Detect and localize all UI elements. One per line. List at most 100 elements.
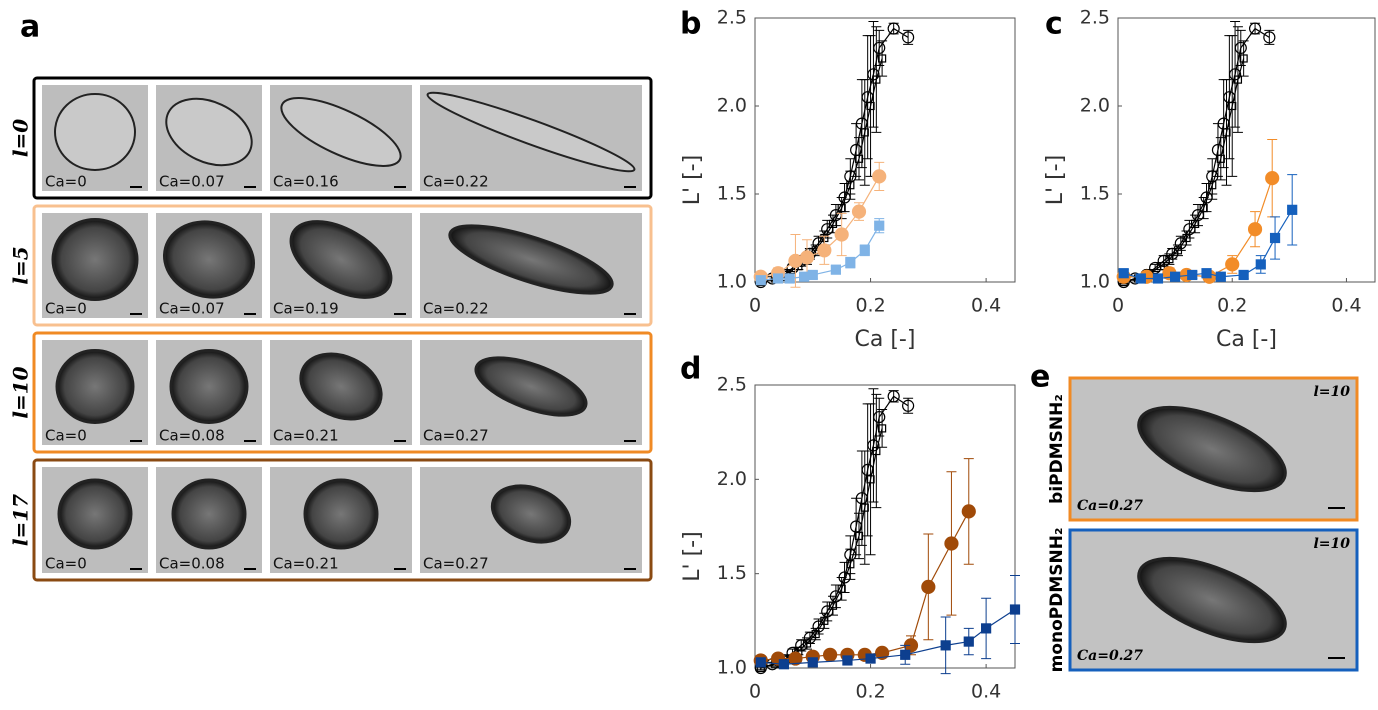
error-bar	[845, 548, 856, 580]
point	[799, 271, 810, 282]
point	[807, 657, 818, 668]
point	[873, 41, 886, 55]
caption: Ca=0	[45, 300, 87, 318]
y-tick-label: 2.0	[1080, 95, 1110, 117]
panel-letter: c	[1045, 7, 1063, 42]
point	[802, 639, 812, 648]
corner-label: l=10	[1313, 536, 1350, 552]
point	[1247, 222, 1263, 237]
point	[1248, 22, 1262, 35]
droplet	[1137, 405, 1287, 493]
point	[1208, 181, 1217, 190]
point	[837, 584, 846, 593]
droplet	[299, 352, 383, 421]
point	[1182, 233, 1191, 243]
point	[1187, 269, 1198, 281]
droplet	[57, 478, 133, 550]
side-label: monoPDMSNH₂	[1047, 528, 1067, 673]
plot-frame	[754, 17, 1016, 283]
plot-frame	[1117, 17, 1376, 283]
caption: Ca=0.27	[423, 555, 489, 573]
error-bar	[1198, 197, 1209, 220]
x-tick-label: 0.2	[1217, 295, 1247, 317]
x-tick-label: 0	[749, 681, 761, 703]
error-bar	[1227, 35, 1238, 177]
y-tick-label: 1.5	[717, 183, 747, 205]
error-bar	[871, 26, 882, 133]
point	[1215, 271, 1226, 282]
point	[854, 531, 864, 541]
error-bar	[845, 170, 856, 200]
point	[1199, 203, 1208, 213]
point	[1135, 273, 1146, 284]
error-bar	[1235, 29, 1246, 67]
y-tick-label: 1.5	[1080, 183, 1110, 205]
point	[887, 22, 900, 35]
point	[788, 651, 803, 666]
panel-letter: e	[1030, 360, 1050, 395]
y-tick-label: 2.0	[717, 468, 747, 490]
point	[1269, 232, 1281, 244]
point	[867, 68, 880, 81]
y-tick-label: 2.0	[717, 95, 747, 117]
x-axis-label: Ca [-]	[1216, 327, 1277, 352]
point	[784, 273, 795, 284]
caption: Ca=0	[45, 427, 87, 445]
series-line	[760, 609, 1016, 665]
point	[961, 504, 976, 519]
point	[866, 475, 875, 484]
point	[778, 659, 789, 670]
point	[944, 536, 959, 551]
error-bar	[1215, 137, 1226, 181]
error-bar	[819, 612, 830, 629]
point	[1263, 31, 1276, 44]
caption: Ca=0.19	[273, 300, 339, 318]
point	[921, 579, 936, 594]
point	[902, 399, 915, 412]
point	[854, 154, 864, 163]
point	[859, 245, 870, 256]
point	[846, 560, 855, 569]
series-line	[760, 176, 880, 278]
caption: Ca=0	[45, 555, 87, 573]
x-tick-label: 0	[749, 295, 761, 317]
error-bar	[1221, 79, 1232, 186]
x-axis-label: Ca [-]	[855, 327, 916, 352]
caption: Ca=0.07	[159, 173, 225, 191]
row-label: l=10	[9, 366, 33, 418]
point	[860, 128, 869, 137]
y-axis-label: L' [-]	[1043, 155, 1068, 205]
point	[866, 101, 875, 111]
caption: Ca=0.27	[1077, 498, 1143, 514]
error-bar	[1190, 214, 1201, 234]
point	[865, 653, 876, 664]
row-frame	[32, 76, 653, 200]
point	[872, 75, 881, 84]
point	[900, 649, 911, 660]
point	[1239, 54, 1248, 63]
point	[1228, 101, 1237, 111]
droplet	[490, 484, 572, 544]
droplet	[54, 93, 136, 171]
point	[872, 169, 887, 184]
y-tick-label: 1.5	[717, 562, 747, 584]
droplet	[289, 220, 393, 299]
point	[828, 219, 838, 229]
error-bar	[859, 450, 870, 565]
droplet	[169, 349, 249, 424]
error-bar	[1264, 29, 1275, 45]
caption: Ca=0.07	[159, 300, 225, 318]
point	[878, 424, 887, 433]
y-axis-label: L' [-]	[680, 155, 705, 205]
error-bar	[903, 29, 914, 45]
error-bar	[874, 29, 885, 67]
droplet	[162, 220, 256, 299]
point	[851, 204, 867, 219]
error-bar	[859, 79, 870, 186]
caption: Ca=0.22	[423, 173, 489, 191]
point	[1156, 262, 1165, 271]
x-tick-label: 0	[1112, 295, 1124, 317]
point	[867, 439, 880, 452]
x-tick-label: 0.4	[971, 681, 1001, 703]
